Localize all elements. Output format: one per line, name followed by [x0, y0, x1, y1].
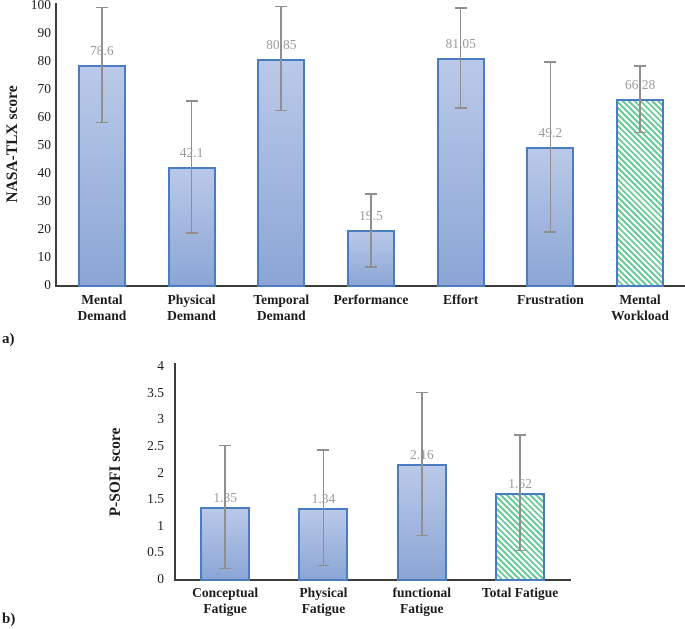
error-bar-cap-top [275, 5, 288, 8]
error-bar-line [224, 445, 226, 569]
y-tick-label: 90 [37, 25, 52, 40]
y-axis-line [55, 3, 57, 287]
y-tick-label: 3 [157, 411, 164, 427]
y-tick-label: 2.5 [147, 437, 164, 453]
y-tick-label: 30 [37, 193, 52, 208]
y-tick-label: 10 [37, 249, 52, 264]
category-label-functional-fatigue: functional Fatigue [392, 585, 451, 616]
category-label-physical-fatigue: Physical Fatigue [299, 585, 348, 616]
bar-mental-workload [616, 99, 665, 287]
y-tick-label: 40 [37, 165, 52, 180]
error-bar-cap-bottom [185, 232, 198, 234]
category-label-effort: Effort [443, 292, 479, 307]
y-tick-label: 50 [37, 137, 52, 152]
category-label-frustration: Frustration [516, 292, 584, 307]
error-bar-line [420, 392, 423, 536]
error-bar-cap-top [95, 6, 108, 9]
error-bar-cap-bottom [219, 567, 232, 570]
error-bar-line [280, 6, 283, 111]
error-bar-cap-bottom [364, 266, 377, 268]
x-axis-line [174, 579, 571, 581]
error-bar-cap-bottom [514, 549, 527, 552]
error-bar-cap-bottom [454, 107, 467, 109]
error-bar-line [190, 101, 193, 233]
error-bar-cap-top [634, 65, 647, 67]
error-bar-cap-top [544, 61, 557, 63]
error-bar-cap-top [185, 100, 198, 102]
y-tick-label: 20 [37, 221, 52, 236]
y-tick-label: 3.5 [147, 384, 164, 400]
panel-label-b: b) [2, 611, 16, 627]
y-tick-label: 70 [37, 81, 52, 96]
error-bar-cap-bottom [95, 121, 108, 124]
error-bar-line [370, 194, 372, 267]
error-bar-line [519, 435, 521, 551]
category-label-conceptual-fatigue: Conceptual Fatigue [192, 585, 259, 616]
y-tick-label: 100 [30, 0, 51, 12]
error-bar-cap-bottom [415, 534, 428, 537]
y-axis-line [174, 363, 176, 581]
error-bar-line [322, 450, 325, 566]
category-label-performance: Performance [333, 292, 409, 307]
error-bar-cap-bottom [634, 131, 647, 134]
error-bar-cap-top [514, 434, 527, 436]
y-tick-label: 4 [157, 358, 164, 373]
error-bar-line [101, 7, 103, 123]
error-bar-cap-bottom [544, 231, 557, 234]
y-tick-label: 2 [157, 464, 164, 480]
error-bar-cap-top [415, 391, 428, 394]
y-tick-label: 80 [37, 53, 52, 68]
y-tick-label: 0 [157, 571, 164, 586]
category-label-total-fatigue: Total Fatigue [481, 585, 559, 600]
error-bar-cap-top [454, 7, 467, 9]
y-tick-label: 0 [44, 277, 51, 292]
y-tick-label: 1.5 [147, 491, 164, 507]
error-bar-cap-bottom [275, 109, 288, 112]
category-label-temporal-demand: Temporal Demand [253, 292, 310, 323]
error-bar-line [639, 66, 641, 133]
category-label-mental-demand: Mental Demand [77, 292, 127, 323]
error-bar-line [549, 62, 552, 233]
error-bar-cap-bottom [317, 564, 330, 567]
error-bar-cap-top [364, 193, 377, 195]
y-tick-label: 1 [157, 517, 164, 533]
panel-label-a: a) [2, 331, 15, 347]
category-label-physical-demand: Physical Demand [167, 292, 216, 323]
y-tick-label: 60 [37, 109, 52, 124]
error-bar-cap-top [317, 449, 330, 451]
category-label-mental-workload: Mental Workload [611, 292, 669, 323]
error-bar-cap-top [219, 444, 232, 447]
error-bar-line [459, 8, 462, 108]
y-tick-label: 0.5 [147, 544, 164, 560]
